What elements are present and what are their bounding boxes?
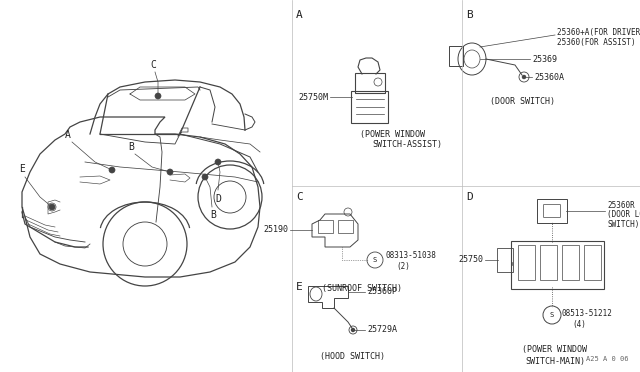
Text: SWITCH): SWITCH) xyxy=(607,221,639,230)
Text: A: A xyxy=(65,130,71,140)
Text: E: E xyxy=(296,282,303,292)
Circle shape xyxy=(215,159,221,165)
Circle shape xyxy=(109,167,115,173)
Text: 25360(FOR ASSIST): 25360(FOR ASSIST) xyxy=(557,38,636,48)
Text: (DOOR SWITCH): (DOOR SWITCH) xyxy=(490,97,555,106)
Text: (4): (4) xyxy=(572,321,586,330)
Text: B: B xyxy=(466,10,473,20)
Circle shape xyxy=(202,174,208,180)
Text: (POWER WINDOW: (POWER WINDOW xyxy=(522,345,588,354)
Text: 25190: 25190 xyxy=(263,225,288,234)
Text: (DOOR LOCK: (DOOR LOCK xyxy=(607,211,640,219)
Text: 25360P: 25360P xyxy=(367,288,397,296)
Text: 08513-51212: 08513-51212 xyxy=(562,310,613,318)
Text: SWITCH-MAIN): SWITCH-MAIN) xyxy=(525,357,585,366)
Text: (HOOD SWITCH): (HOOD SWITCH) xyxy=(320,352,385,361)
Text: E: E xyxy=(19,164,25,174)
Text: S: S xyxy=(550,312,554,318)
Circle shape xyxy=(522,75,526,79)
Circle shape xyxy=(155,93,161,99)
Text: 25729A: 25729A xyxy=(367,326,397,334)
Text: C: C xyxy=(150,60,156,70)
Text: 25360+A(FOR DRIVER): 25360+A(FOR DRIVER) xyxy=(557,28,640,36)
Text: 25360A: 25360A xyxy=(534,73,564,81)
Text: C: C xyxy=(296,192,303,202)
Text: A: A xyxy=(296,10,303,20)
Text: 25369: 25369 xyxy=(532,55,557,64)
Circle shape xyxy=(351,328,355,331)
Text: D: D xyxy=(466,192,473,202)
Text: (2): (2) xyxy=(396,262,410,270)
Text: B: B xyxy=(128,142,134,152)
Text: A25 A 0 06: A25 A 0 06 xyxy=(586,356,628,362)
Text: B: B xyxy=(210,210,216,220)
Text: 08313-51038: 08313-51038 xyxy=(385,251,436,260)
Text: D: D xyxy=(215,194,221,204)
Text: 25750M: 25750M xyxy=(298,93,328,102)
Circle shape xyxy=(49,204,55,210)
Text: (POWER WINDOW: (POWER WINDOW xyxy=(360,130,425,139)
Text: (SUNROOF SWITCH): (SUNROOF SWITCH) xyxy=(322,284,402,293)
Circle shape xyxy=(167,169,173,175)
Text: 25360R: 25360R xyxy=(607,201,635,209)
Text: 25750: 25750 xyxy=(458,256,483,264)
Text: S: S xyxy=(373,257,377,263)
Text: SWITCH-ASSIST): SWITCH-ASSIST) xyxy=(372,140,442,149)
